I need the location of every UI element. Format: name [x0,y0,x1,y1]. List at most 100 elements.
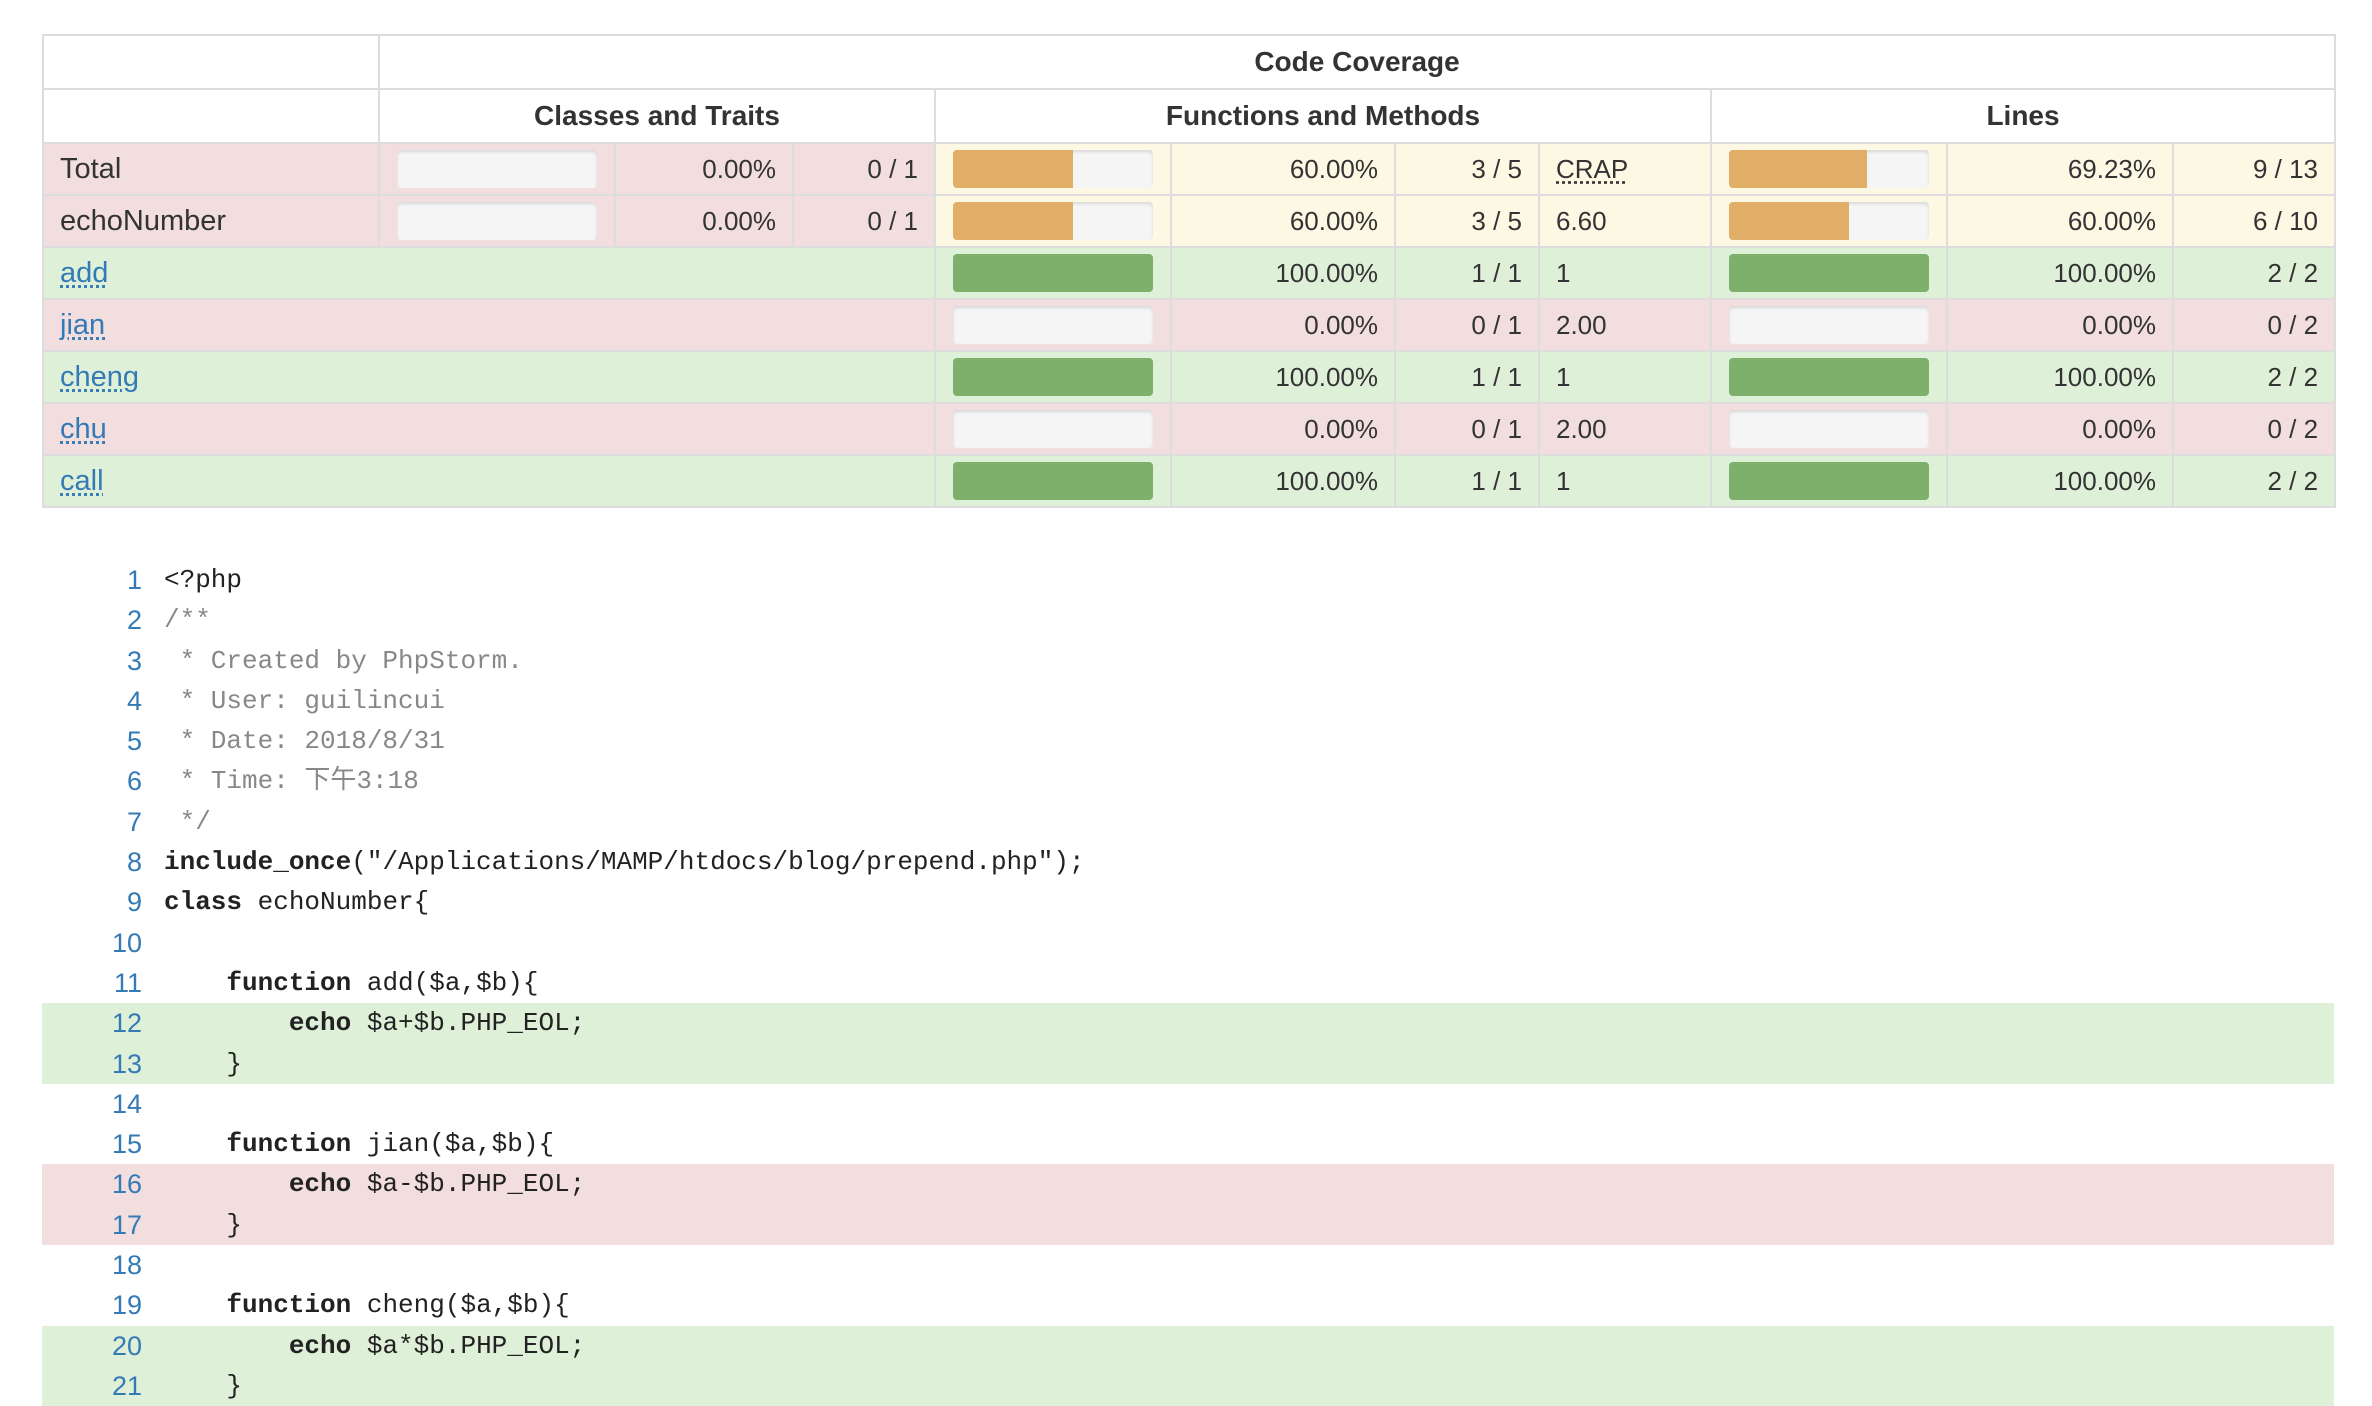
line-number-link[interactable]: 5 [126,726,142,757]
code-text: $a+$b.PHP_EOL; [351,1008,586,1039]
code-line: 15 function jian($a,$b){ [42,1124,2334,1164]
lines-count: 2 / 2 [2171,454,2337,508]
method-percent: 100.00% [1170,350,1396,404]
code-line: 21 } [42,1365,2334,1406]
line-number-link[interactable]: 3 [126,645,142,676]
code-line: 10 [42,923,2334,963]
progress-fill [953,254,1153,292]
code-line: 6 * Time: 下午3:18 [42,761,2334,801]
code-source: /** [164,600,211,640]
code-line: 5 * Date: 2018/8/31 [42,721,2334,761]
method-crap: 2.00 [1538,298,1712,352]
method-name-cell: jian [42,298,936,352]
line-number-link[interactable]: 18 [111,1250,142,1281]
line-number-link[interactable]: 4 [126,685,142,716]
code-text: } [164,1370,243,1401]
code-coverage-header: Code Coverage [377,34,2337,90]
code-source: echo $a*$b.PHP_EOL; [164,1326,585,1366]
method-link-cheng[interactable]: cheng [60,360,140,393]
line-number-link[interactable]: 14 [111,1088,142,1119]
line-number-link[interactable]: 12 [111,1008,142,1039]
code-text: /** [164,605,211,636]
code-text: $a-$b.PHP_EOL; [351,1169,586,1200]
lines-count: 0 / 2 [2171,402,2337,456]
lines-bar-cell [1710,298,1948,352]
code-source: } [164,1044,242,1084]
code-text: <?php [164,565,243,595]
line-number-link[interactable]: 7 [126,806,142,837]
keyword: function [226,1290,352,1321]
code-source: function cheng($a,$b){ [164,1285,569,1325]
lines-header: Lines [1709,88,2337,144]
keyword: echo [288,1169,352,1200]
method-row: add 100.00% 1 / 1 1 100.00% 2 / 2 [42,246,2337,300]
method-count: 1 / 1 [1394,454,1540,508]
keyword: echo [288,1008,352,1039]
code-text: echoNumber{ [242,887,430,918]
method-count: 1 / 1 [1394,350,1540,404]
code-line: 3 * Created by PhpStorm. [42,641,2334,681]
progress-fill [1729,358,1929,396]
class-lines-percent: 60.00% [1946,194,2174,248]
code-line: 18 [42,1245,2334,1285]
line-number-link[interactable]: 17 [111,1209,142,1240]
class-name: echoNumber [42,194,380,248]
line-number-link[interactable]: 11 [113,967,142,998]
method-name-cell: chu [42,402,936,456]
total-classes-bar-cell [378,142,616,196]
class-classes-count: 0 / 1 [792,194,936,248]
keyword: include_once [164,847,352,878]
line-number-link[interactable]: 2 [126,605,142,636]
method-row: call 100.00% 1 / 1 1 100.00% 2 / 2 [42,454,2337,508]
functions-and-methods-header: Functions and Methods [934,88,1712,144]
line-number-link[interactable]: 1 [126,565,142,595]
total-row: Total 0.00% 0 / 1 60.00% 3 / 5 CRAP 69.2… [42,142,2337,196]
class-methods-bar-cell [934,194,1172,248]
line-number-link[interactable]: 15 [111,1129,142,1160]
code-source: echo $a+$b.PHP_EOL; [164,1003,585,1043]
lines-bar-cell [1710,350,1948,404]
line-number-link[interactable]: 6 [126,766,142,797]
lines-percent: 100.00% [1946,246,2174,300]
method-bar-cell [934,454,1172,508]
coverage-table: Code Coverage Classes and Traits Functio… [42,34,2337,508]
line-number-link[interactable]: 9 [126,887,142,918]
method-link-jian[interactable]: jian [60,308,106,341]
method-bar-cell [934,402,1172,456]
class-lines-count: 6 / 10 [2171,194,2337,248]
code-source: function add($a,$b){ [164,963,538,1003]
code-text: add($a,$b){ [351,967,539,998]
code-source: } [164,1366,242,1406]
line-number-link[interactable]: 21 [111,1370,142,1401]
method-name-cell: cheng [42,350,936,404]
progress-bar [397,150,597,188]
progress-fill [1729,462,1929,500]
code-text: $a*$b.PHP_EOL; [351,1330,586,1361]
line-number-link[interactable]: 13 [111,1048,142,1079]
method-name-cell: add [42,246,936,300]
total-classes-count: 0 / 1 [792,142,936,196]
method-crap: 2.00 [1538,402,1712,456]
total-lines-count: 9 / 13 [2171,142,2337,196]
code-line: 4 * User: guilincui [42,681,2334,721]
indent [164,1129,226,1159]
code-line: 20 echo $a*$b.PHP_EOL; [42,1325,2334,1366]
code-line: 13 } [42,1043,2334,1084]
method-name-cell: call [42,454,936,508]
method-link-chu[interactable]: chu [60,412,107,445]
indent [164,1290,226,1320]
method-link-call[interactable]: call [60,464,104,497]
line-number-link[interactable]: 8 [126,847,142,878]
line-number-link[interactable]: 19 [111,1290,142,1321]
code-source: <?php [164,560,242,600]
lines-bar-cell [1710,246,1948,300]
crap-abbr[interactable]: CRAP [1556,153,1629,184]
lines-percent: 0.00% [1946,298,2174,352]
code-source: * Date: 2018/8/31 [164,721,445,761]
line-number-link[interactable]: 20 [111,1330,142,1361]
method-link-add[interactable]: add [60,256,109,289]
progress-fill [953,462,1153,500]
line-number-link[interactable]: 16 [111,1169,142,1200]
line-number-link[interactable]: 10 [111,927,142,958]
class-methods-percent: 60.00% [1170,194,1396,248]
